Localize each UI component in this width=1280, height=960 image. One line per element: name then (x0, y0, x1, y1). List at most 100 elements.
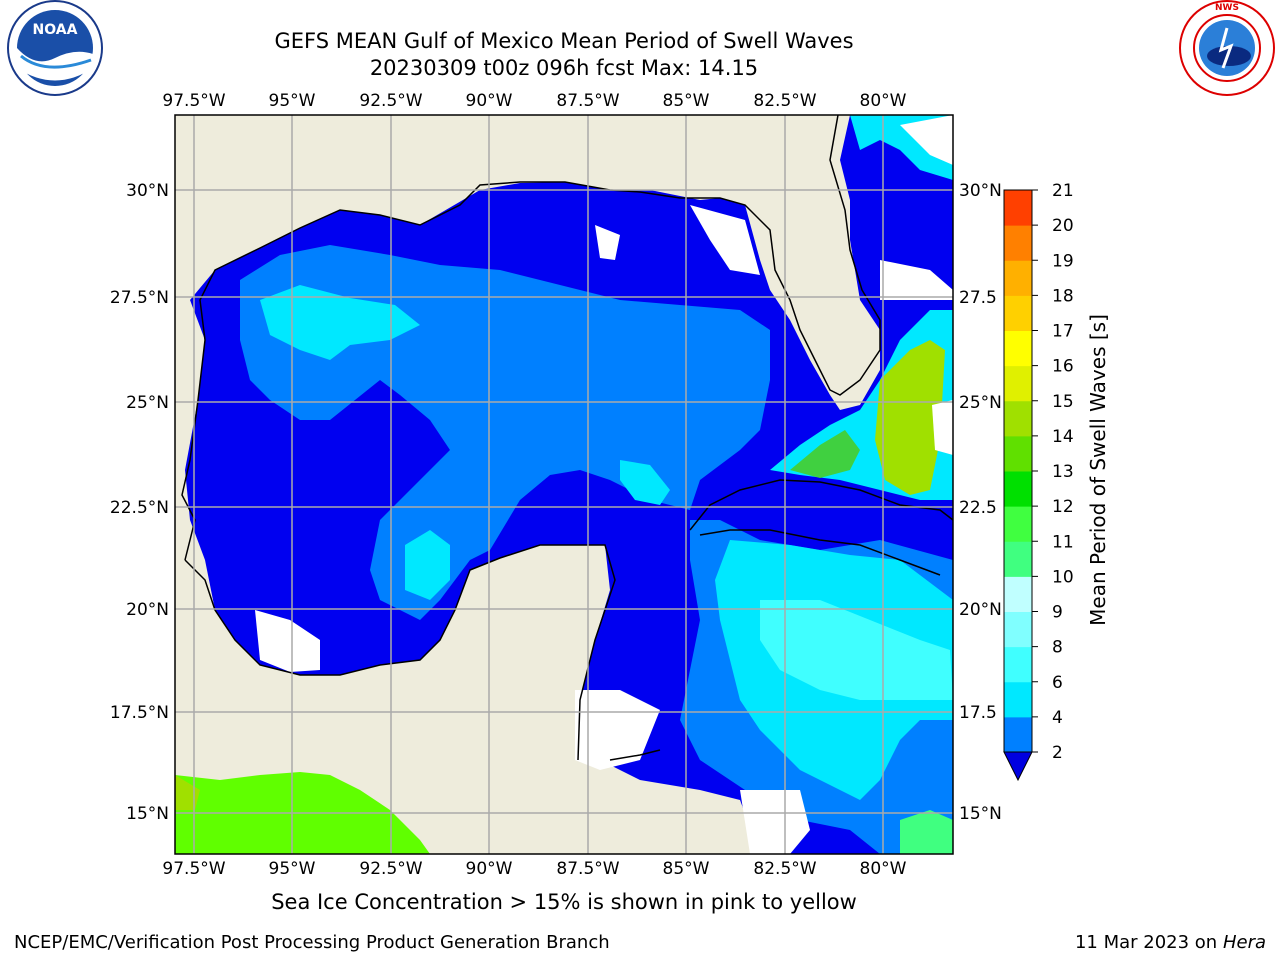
lon-label: 95°W (269, 91, 316, 111)
colorbar-tick-label: 19 (1052, 251, 1074, 271)
title-line-2: 20230309 t00z 096h fcst Max: 14.15 (369, 56, 759, 80)
colorbar-tick-label: 4 (1052, 708, 1063, 728)
swell-atlantic-yellowgreen (875, 340, 945, 495)
lon-label: 92.5°W (359, 91, 422, 111)
lat-label: 22.5°N (110, 498, 169, 518)
colorbar-tick-label: 10 (1052, 567, 1074, 587)
colorbar-tick-label: 2 (1052, 743, 1063, 763)
no-data-patch (690, 205, 760, 275)
colorbar-segment (1004, 576, 1032, 612)
lat-label: 17.5°N (110, 703, 169, 723)
lon-label: 87.5°W (556, 91, 619, 111)
noaa-logo-text: NOAA (33, 22, 78, 38)
lat-label: 20°N (959, 600, 1002, 620)
lon-label: 97.5°W (162, 91, 225, 111)
swell-pacific-caribbean-green (900, 810, 953, 854)
colorbar-tick-label: 15 (1052, 392, 1074, 412)
lat-label: 25°N (126, 393, 169, 413)
lon-label: 85°W (663, 91, 710, 111)
swell-atlantic-green (790, 430, 860, 478)
swell-4-6s-patch (405, 530, 450, 600)
colorbar-tick-label: 9 (1052, 603, 1063, 623)
map-frame (174, 114, 954, 855)
colorbar-tick-label: 18 (1052, 286, 1074, 306)
noaa-logo: NOAA (7, 0, 103, 96)
lat-label: 30°N (126, 181, 169, 201)
colorbar-segment (1004, 365, 1032, 402)
colorbar-segment (1004, 400, 1032, 437)
lat-label: 15°N (126, 804, 169, 824)
lon-label: 90°W (466, 859, 513, 879)
lon-label: 87.5°W (556, 859, 619, 879)
colorbar: 2 4 6 8 9 10 11 12 13 14 15 16 17 18 19 20 21 (1003, 181, 1074, 782)
footer-credit: NCEP/EMC/Verification Post Processing Pr… (14, 932, 610, 953)
lat-label: 27.5 (959, 288, 997, 308)
lat-label: 22.5 (959, 498, 997, 518)
lon-label: 92.5°W (359, 859, 422, 879)
colorbar-segment (1004, 506, 1032, 542)
no-data-patch (595, 225, 620, 260)
lat-label: 25°N (959, 393, 1002, 413)
swell-4-6s-patch-2 (620, 460, 670, 505)
lat-labels-right: 15°N 17.5 20°N 22.5 25°N 27.5 30°N (959, 181, 1002, 824)
lon-label: 82.5°W (753, 859, 816, 879)
swell-4-6s-region (260, 285, 420, 360)
colorbar-tick-label: 17 (1052, 322, 1074, 342)
colorbar-segment (1004, 471, 1032, 507)
nws-logo: NWS (1179, 0, 1275, 96)
title-line-1: GEFS MEAN Gulf of Mexico Mean Period of … (274, 29, 854, 53)
lon-label: 80°W (860, 859, 907, 879)
colorbar-under-arrow (1003, 751, 1033, 782)
colorbar-segment (1004, 330, 1032, 367)
colorbar-segment (1004, 225, 1032, 261)
graticule (175, 115, 953, 854)
colorbar-tick-label: 6 (1052, 673, 1063, 693)
lon-labels-top: 97.5°W 95°W 92.5°W 90°W 87.5°W 85°W 82.5… (162, 91, 906, 111)
colorbar-segment (1004, 681, 1032, 718)
lon-label: 80°W (860, 91, 907, 111)
lon-labels-bottom: 97.5°W 95°W 92.5°W 90°W 87.5°W 85°W 82.5… (162, 859, 906, 879)
sea-ice-note: Sea Ice Concentration > 15% is shown in … (271, 890, 857, 914)
colorbar-tick-label: 16 (1052, 357, 1074, 377)
colorbar-tick-label: 11 (1052, 532, 1074, 552)
no-data-patch (900, 115, 953, 165)
colorbar-tick-label: 20 (1052, 216, 1074, 236)
colorbar-segment (1004, 611, 1032, 648)
no-data-patch (880, 260, 953, 300)
lat-labels-left: 15°N 17.5°N 20°N 22.5°N 25°N 27.5°N 30°N (110, 181, 169, 824)
lon-label: 82.5°W (753, 91, 816, 111)
lat-label: 15°N (959, 804, 1002, 824)
colorbar-tick-label: 21 (1052, 181, 1074, 201)
no-data-patch (932, 400, 953, 455)
colorbar-tick-label: 13 (1052, 462, 1074, 482)
colorbar-segment (1004, 541, 1032, 577)
colorbar-tick-label: 12 (1052, 497, 1074, 517)
colorbar-segment (1004, 295, 1032, 331)
colorbar-tick-label: 8 (1052, 638, 1063, 658)
colorbar-segment (1004, 260, 1032, 296)
lon-label: 97.5°W (162, 859, 225, 879)
footer-date-text: 11 Mar 2023 on (1074, 932, 1218, 953)
colorbar-segment (1004, 716, 1032, 753)
no-data-patch (740, 790, 810, 854)
lon-label: 90°W (466, 91, 513, 111)
colorbar-label: Mean Period of Swell Waves [s] (1086, 314, 1110, 626)
lon-label: 95°W (269, 859, 316, 879)
footer-host: Hera (1222, 932, 1266, 953)
lon-label: 85°W (663, 859, 710, 879)
lat-label: 17.5 (959, 703, 997, 723)
swell-6-8s-caribbean (760, 600, 953, 700)
colorbar-segment (1004, 646, 1032, 683)
lat-label: 27.5°N (110, 288, 169, 308)
lat-label: 20°N (126, 600, 169, 620)
lat-label: 30°N (959, 181, 1002, 201)
svg-text:NWS: NWS (1215, 3, 1239, 13)
no-data-patch (255, 610, 320, 672)
footer-date: 11 Mar 2023 on Hera (1075, 932, 1266, 953)
colorbar-segment (1004, 190, 1032, 226)
colorbar-tick-label: 14 (1052, 427, 1074, 447)
colorbar-segment (1004, 435, 1032, 472)
coastlines (181, 115, 953, 761)
no-data-patch (575, 690, 660, 770)
